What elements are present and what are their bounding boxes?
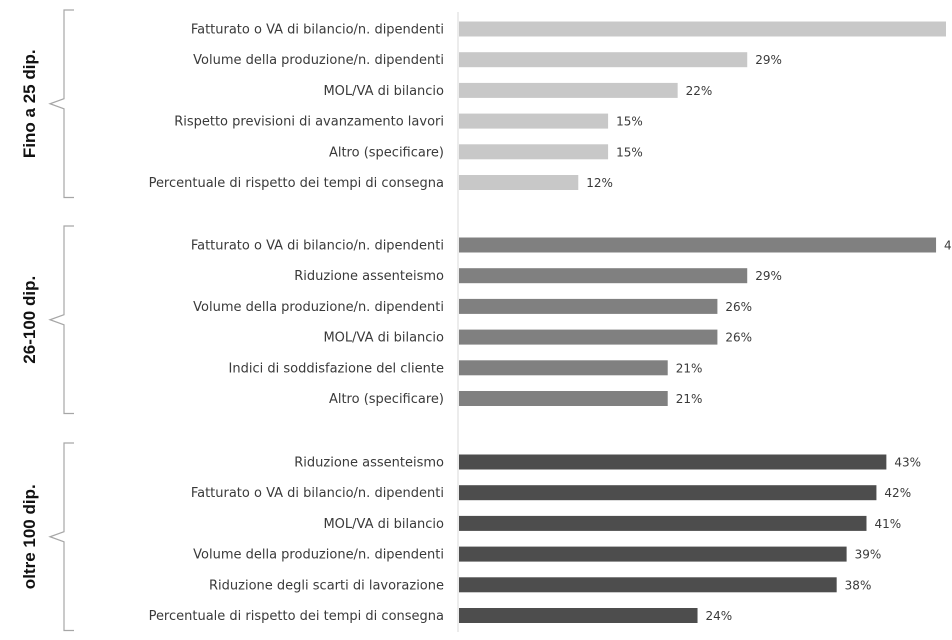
value-label: 26% [725,300,752,314]
bar [459,546,847,562]
bar [459,391,668,406]
category-label: Fatturato o VA di bilancio/n. dipendenti [191,486,444,501]
category-label: Fatturato o VA di bilancio/n. dipendenti [191,239,444,254]
bar [459,144,609,160]
bar-group: Fatturato o VA di bilancio/n. dipendenti… [20,9,946,199]
value-label: 22% [686,84,713,98]
bar [459,515,867,531]
category-label: Riduzione assenteismo [294,269,444,284]
category-label: Indici di soddisfazione del cliente [229,361,444,376]
bar [459,577,837,593]
bar [459,237,937,253]
bar [459,360,668,376]
category-label: Percentuale di rispetto dei tempi di con… [149,176,444,191]
group-label: Fino a 25 dip. [20,49,39,158]
bar [459,175,579,190]
bar [459,268,748,284]
bar [459,329,718,345]
value-label: 38% [845,578,872,592]
group-bracket [48,442,74,632]
group-bracket [48,225,74,415]
value-label: 21% [676,361,703,375]
category-label: Riduzione degli scarti di lavorazione [209,578,444,593]
bar [459,21,946,37]
value-label: 42% [884,486,911,500]
group-label: 26-100 dip. [20,276,39,364]
bar [459,454,887,470]
category-label: Volume della produzione/n. dipendenti [193,548,444,563]
category-label: Volume della produzione/n. dipendenti [193,300,444,315]
category-label: MOL/VA di bilancio [323,331,444,346]
bar [459,52,748,68]
group-bracket [48,9,74,199]
value-label: 43% [894,456,921,470]
group-label: oltre 100 dip. [20,484,39,589]
category-label: Altro (specificare) [329,145,444,160]
value-label: 29% [755,269,782,283]
bar [459,113,609,129]
bar-group: Riduzione assenteismo 43% Fatturato o VA d… [20,442,921,632]
category-label: Percentuale di rispetto dei tempi di con… [149,609,444,624]
value-label: 48% [944,239,952,253]
category-label: Fatturato o VA di bilancio/n. dipendenti [191,23,444,38]
value-label: 29% [755,53,782,67]
value-label: 26% [725,331,752,345]
category-label: MOL/VA di bilancio [323,517,444,532]
category-label: Rispetto previsioni di avanzamento lavor… [174,115,444,130]
value-label: 15% [616,145,643,159]
value-label: 21% [676,392,703,406]
value-label: 12% [586,176,613,190]
bar-group: Fatturato o VA di bilancio/n. dipendenti… [20,225,952,415]
category-label: Altro (specificare) [329,392,444,407]
category-label: Volume della produzione/n. dipendenti [193,53,444,68]
category-label: MOL/VA di bilancio [323,84,444,99]
category-label: Riduzione assenteismo [294,456,444,471]
bar [459,298,718,314]
value-label: 24% [706,609,733,623]
bar [459,82,678,98]
value-label: 41% [874,517,901,531]
value-label: 15% [616,115,643,129]
bar [459,608,698,623]
value-label: 39% [855,548,882,562]
bar [459,485,877,501]
